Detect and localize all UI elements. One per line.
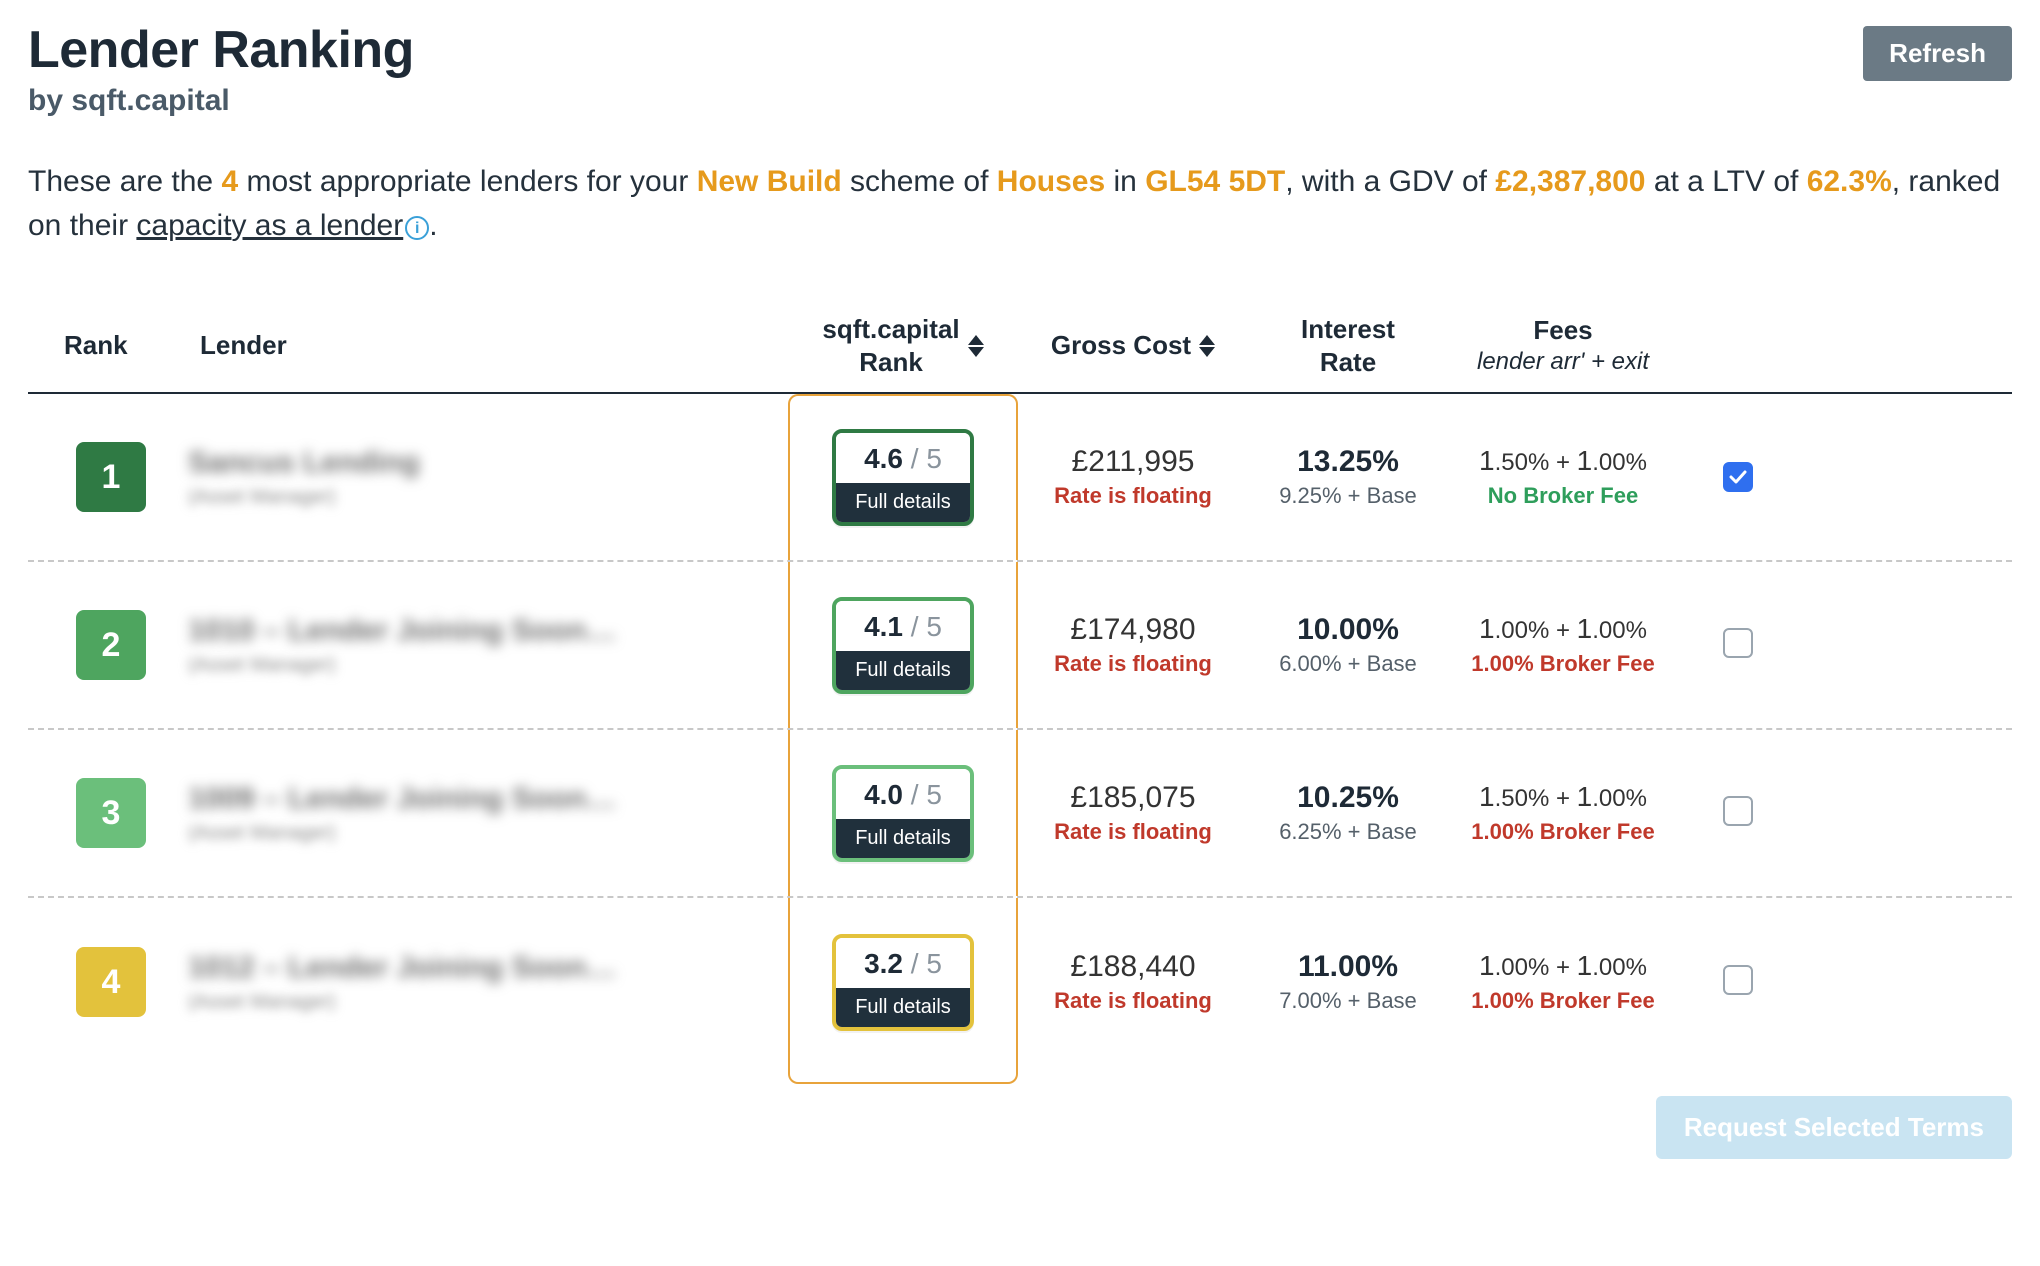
full-details-button[interactable]: Full details [836,483,970,522]
intro-unit: Houses [997,165,1105,198]
intro-count: 4 [221,165,238,198]
request-selected-terms-button[interactable]: Request Selected Terms [1656,1096,2012,1159]
page-title: Lender Ranking [28,20,414,80]
rank-score: 4.6 / 5 [836,433,970,483]
fees: 1.50% + 1.00% [1448,445,1678,477]
col-fees: Fees lender arr' + exit [1448,314,1678,377]
full-details-button[interactable]: Full details [836,819,970,858]
full-details-button[interactable]: Full details [836,651,970,690]
col-interest-rate: InterestRate [1248,313,1448,378]
gross-cost: £185,075 [1018,781,1248,815]
fees-note: 1.00% Broker Fee [1448,651,1678,677]
cost-note: Rate is floating [1018,483,1248,509]
cost-note: Rate is floating [1018,819,1248,845]
sort-icon[interactable] [968,335,984,357]
interest-rate: 11.00% [1248,950,1448,984]
interest-rate-sub: 9.25% + Base [1248,483,1448,509]
fees-note: 1.00% Broker Fee [1448,988,1678,1014]
table-row: 3 1009 – Lender Joining Soon… (Asset Man… [28,730,2012,898]
table-header: Rank Lender sqft.capitalRank Gross Cost [28,303,2012,394]
intro-gdv: £2,387,800 [1495,165,1645,198]
lender-name: Sancus Lending [188,446,788,480]
cost-note: Rate is floating [1018,988,1248,1014]
rank-score: 4.0 / 5 [836,769,970,819]
rank-card[interactable]: 4.1 / 5 Full details [832,597,974,694]
fees: 1.50% + 1.00% [1448,781,1678,813]
intro-link[interactable]: capacity as a lender [136,209,403,242]
table-row: 1 Sancus Lending (Asset Manager) 4.6 / 5… [28,394,2012,562]
lender-table: Rank Lender sqft.capitalRank Gross Cost [28,303,2012,1066]
rank-badge: 4 [76,947,146,1017]
table-row: 4 1012 – Lender Joining Soon… (Asset Man… [28,898,2012,1066]
cost-note: Rate is floating [1018,651,1248,677]
lender-subtext: (Asset Manager) [188,654,788,677]
intro-ltv: 62.3% [1807,165,1892,198]
rank-card[interactable]: 4.0 / 5 Full details [832,765,974,862]
intro-postcode: GL54 5DT [1145,165,1285,198]
rank-score: 3.2 / 5 [836,938,970,988]
gross-cost: £174,980 [1018,613,1248,647]
fees: 1.00% + 1.00% [1448,950,1678,982]
interest-rate-sub: 6.25% + Base [1248,819,1448,845]
select-lender-checkbox[interactable] [1723,462,1753,492]
lender-name: 1010 – Lender Joining Soon… [188,614,788,648]
gross-cost: £211,995 [1018,445,1248,479]
intro-scheme: New Build [697,165,842,198]
col-sqft-rank[interactable]: sqft.capitalRank [788,313,1018,378]
sort-icon[interactable] [1199,335,1215,357]
interest-rate-sub: 7.00% + Base [1248,988,1448,1014]
gross-cost: £188,440 [1018,950,1248,984]
fees: 1.00% + 1.00% [1448,613,1678,645]
lender-name: 1009 – Lender Joining Soon… [188,782,788,816]
col-gross-cost[interactable]: Gross Cost [1018,330,1248,361]
col-lender: Lender [188,330,788,361]
interest-rate: 13.25% [1248,445,1448,479]
rank-score: 4.1 / 5 [836,601,970,651]
rank-badge: 1 [76,442,146,512]
rank-card[interactable]: 4.6 / 5 Full details [832,429,974,526]
info-icon[interactable]: i [405,216,429,240]
fees-note: No Broker Fee [1448,483,1678,509]
lender-subtext: (Asset Manager) [188,991,788,1014]
table-row: 2 1010 – Lender Joining Soon… (Asset Man… [28,562,2012,730]
refresh-button[interactable]: Refresh [1863,26,2012,81]
lender-subtext: (Asset Manager) [188,822,788,845]
rank-card[interactable]: 3.2 / 5 Full details [832,934,974,1031]
interest-rate: 10.00% [1248,613,1448,647]
select-lender-checkbox[interactable] [1723,628,1753,658]
interest-rate-sub: 6.00% + Base [1248,651,1448,677]
rank-badge: 3 [76,778,146,848]
interest-rate: 10.25% [1248,781,1448,815]
full-details-button[interactable]: Full details [836,988,970,1027]
select-lender-checkbox[interactable] [1723,965,1753,995]
page-subtitle: by sqft.capital [28,84,414,118]
lender-subtext: (Asset Manager) [188,486,788,509]
lender-name: 1012 – Lender Joining Soon… [188,951,788,985]
fees-note: 1.00% Broker Fee [1448,819,1678,845]
rank-badge: 2 [76,610,146,680]
col-rank: Rank [28,330,188,361]
select-lender-checkbox[interactable] [1723,796,1753,826]
intro-text: These are the 4 most appropriate lenders… [28,160,2012,247]
